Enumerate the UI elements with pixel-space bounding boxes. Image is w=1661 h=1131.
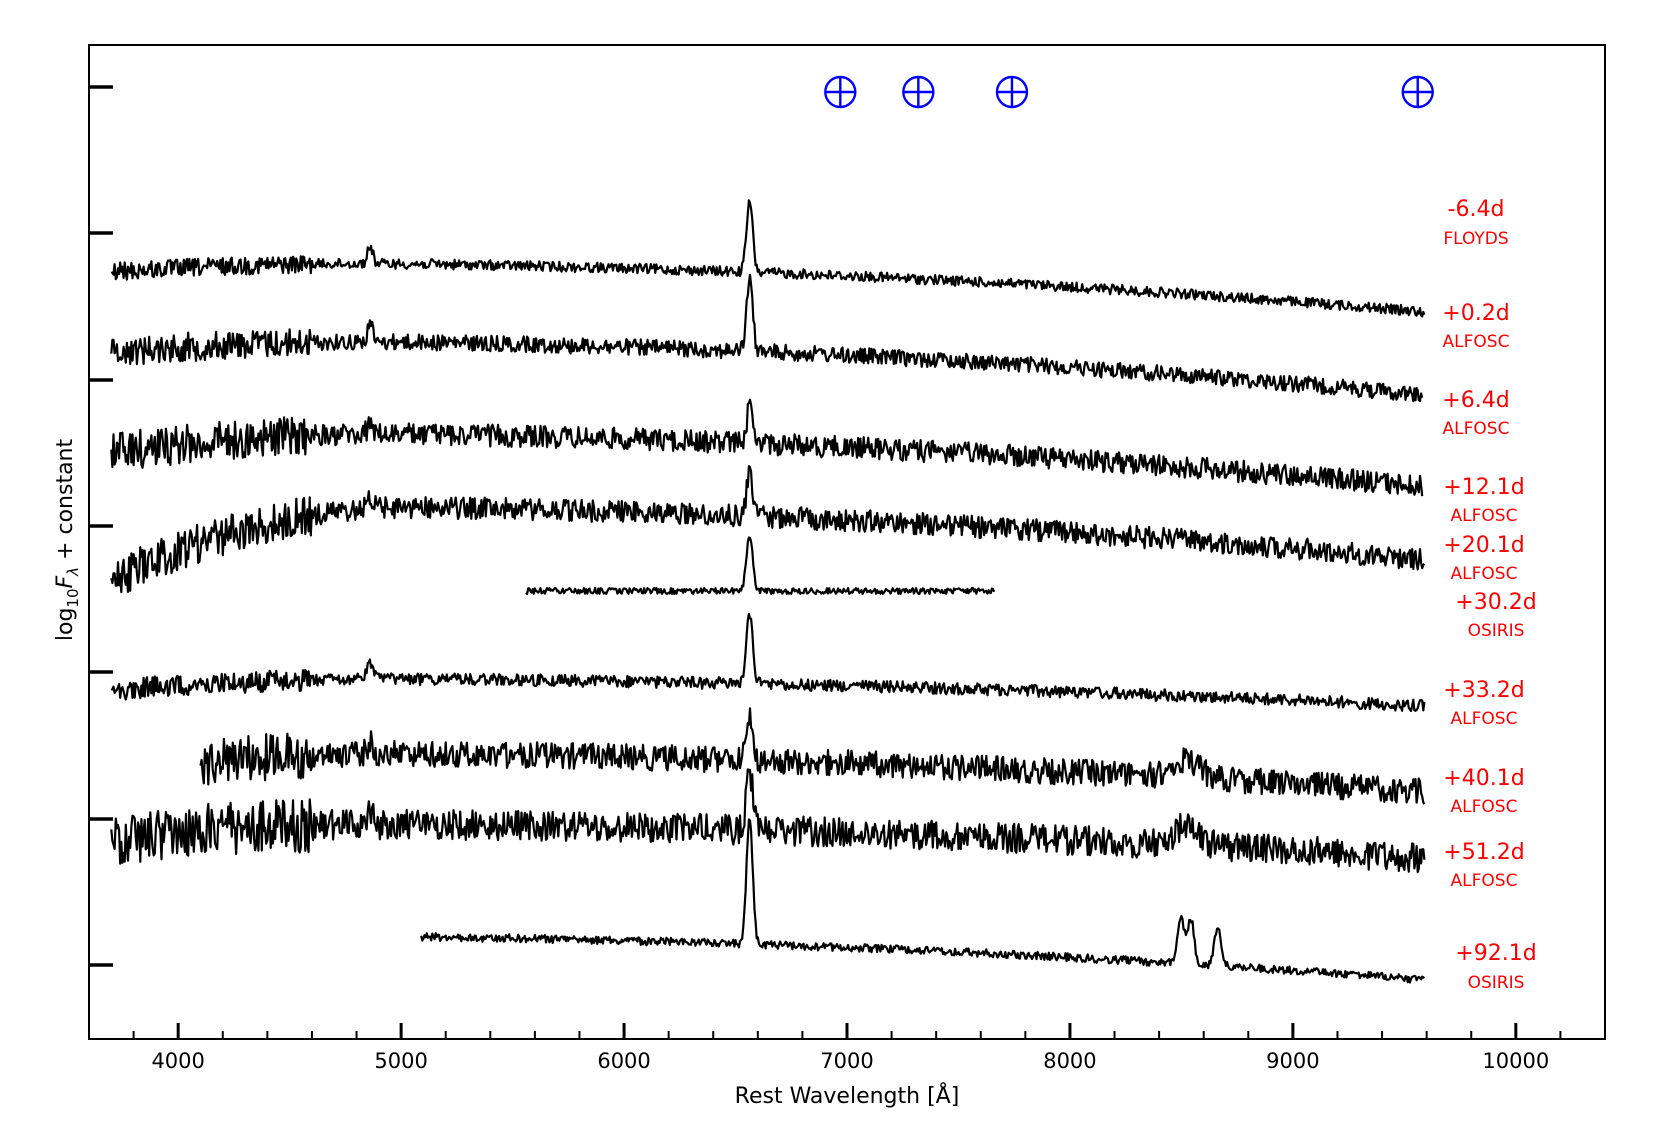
epoch-label: +92.1d: [1455, 941, 1536, 966]
instrument-label: ALFOSC: [1451, 871, 1518, 891]
spectrum-line: [110, 768, 1426, 874]
epoch-label: +51.2d: [1443, 840, 1524, 865]
instrument-label: ALFOSC: [1443, 419, 1510, 439]
x-tick-label: 6000: [597, 1049, 650, 1073]
instrument-label: ALFOSC: [1443, 332, 1510, 352]
epoch-label: +20.1d: [1443, 533, 1524, 558]
x-tick-label: 4000: [151, 1049, 204, 1073]
instrument-label: ALFOSC: [1451, 797, 1518, 817]
x-axis-label: Rest Wavelength [Å]: [735, 1082, 960, 1109]
instrument-label: ALFOSC: [1451, 709, 1518, 729]
telluric-marker: [1401, 75, 1434, 109]
telluric-marker: [902, 75, 935, 109]
spectrum-line: [110, 612, 1426, 713]
epoch-label: -6.4d: [1448, 197, 1505, 222]
telluric-marker: [995, 75, 1029, 109]
spectrum-line: [110, 465, 1426, 594]
epoch-label: +33.2d: [1443, 678, 1524, 703]
x-axis-ticks: 4000 5000 6000 7000 8000 9000 10000: [88, 1023, 1606, 1073]
telluric-markers: [824, 75, 1434, 109]
spectrum-line: [199, 707, 1426, 805]
epoch-labels: -6.4d FLOYDS +0.2d ALFOSC +6.4d ALFOSC +12.1d A…: [1442, 197, 1536, 993]
epoch-label: +30.2d: [1455, 590, 1536, 615]
plot-frame: [88, 44, 1606, 1040]
spectrum-line: [110, 273, 1424, 403]
x-tick-label: 9000: [1266, 1049, 1319, 1073]
x-tick-label: 10000: [1482, 1049, 1549, 1073]
x-tick-label: 8000: [1043, 1049, 1096, 1073]
instrument-label: OSIRIS: [1468, 621, 1525, 641]
epoch-label: +0.2d: [1442, 301, 1509, 326]
instrument-label: ALFOSC: [1451, 564, 1518, 584]
y-ticks: [89, 85, 113, 967]
x-tick-label: 5000: [374, 1049, 427, 1073]
epoch-label: +6.4d: [1442, 388, 1509, 413]
epoch-label: +12.1d: [1443, 475, 1524, 500]
spectrum-line: [110, 398, 1424, 497]
instrument-label: FLOYDS: [1443, 229, 1508, 249]
spectrum-line: [110, 199, 1426, 318]
spectrum-line: [525, 536, 996, 596]
x-tick-label: 7000: [820, 1049, 873, 1073]
telluric-marker: [824, 75, 857, 109]
instrument-label: OSIRIS: [1468, 973, 1525, 993]
epoch-label: +40.1d: [1443, 766, 1524, 791]
spectrum-line: [420, 818, 1426, 984]
instrument-label: ALFOSC: [1451, 506, 1518, 526]
y-axis-label: log10Fλ + constant: [53, 439, 82, 642]
spectra-group: [110, 199, 1426, 984]
